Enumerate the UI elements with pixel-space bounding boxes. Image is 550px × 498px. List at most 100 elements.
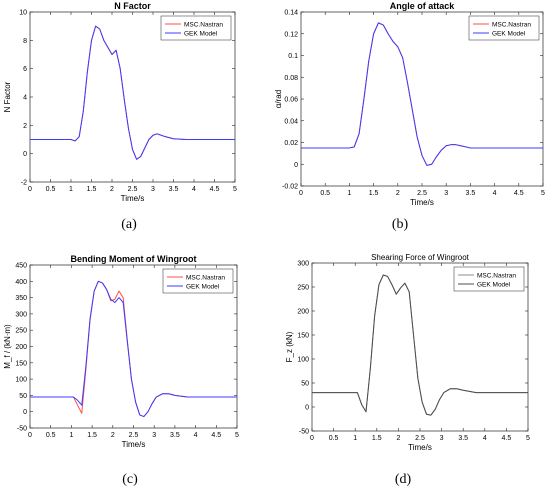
chart0-plot-frame [29,11,236,183]
chart3-legend-box [453,266,525,292]
chart2-ytick-label: 300 [15,311,27,318]
chart2-ylabel: M_f / (kN·m) [3,324,12,369]
chart0-ylabel: N Factor [3,81,12,112]
chart2-ytick-label: 350 [15,295,27,302]
chart3-xtick-label: 4 [483,435,487,442]
chart3-xtick-label: 2.5 [415,435,425,442]
chart1-ytick-label: 0.08 [284,75,298,82]
chart1-ytick-label: -0.02 [282,184,298,191]
chart2-title: Bending Moment of Wingroot [71,254,197,264]
chart3-xtick-label: 3 [440,435,444,442]
chart1-legend-label: GEK Model [492,31,526,38]
chart1-xtick-label: 0 [299,190,303,197]
chart3-xtick-label: 4.5 [502,435,512,442]
chart0-xtick-label: 0.5 [46,186,56,193]
chart2-legend-box [162,268,234,294]
chart0-xtick-label: 3 [151,186,155,193]
chart1-ylabel: α/rad [274,90,283,108]
chart1-xtick-label: 1.5 [369,190,379,197]
chart1-ytick-label: 0 [294,162,298,169]
chart3-ytick-label: -50 [299,429,309,436]
chart0-xtick-label: 4.5 [210,186,220,193]
chart2-xtick-label: 4.5 [211,432,221,439]
chart2-ytick-label: 50 [19,393,27,400]
chart0-ytick-label: 10 [19,10,27,17]
chart3-xtick-label: 5 [526,435,530,442]
chart1-xtick-label: 4 [493,190,497,197]
chart0-ytick-label: 4 [23,95,27,102]
chart3-xtick-label: 2 [396,435,400,442]
chart2-ytick-label: 450 [15,263,27,270]
chart1-series-gek-model-line [301,22,543,166]
chart2-ytick-label: 100 [15,377,27,384]
chart3-ytick-label: 250 [297,285,309,292]
chart2-xtick-label: 0 [28,432,32,439]
chart0-xlabel: Time/s [121,194,145,203]
chart1-xtick-label: 1 [347,190,351,197]
chart3-title: Shearing Force of Wingroot [371,253,470,262]
chart3-ylabel: F_z (kN) [285,331,294,362]
chart2-xtick-label: 4 [194,432,198,439]
chart2-ytick-label: -50 [17,426,27,433]
chart2-series-gek-model-line [30,280,237,418]
chart2-legend-label: MSC.Nastran [186,275,225,282]
panel-label-b: (b) [391,217,409,232]
chart2-xtick-label: 1 [69,432,73,439]
chart1-ytick-label: 0.02 [284,140,298,147]
chart3-xlabel: Time/s [408,443,432,452]
chart2-ytick-label: 150 [15,360,27,367]
chart2-xtick-label: 5 [235,432,239,439]
chart0-xtick-label: 4 [192,186,196,193]
chart0-xtick-label: 5 [233,186,237,193]
chart3-ytick-label: 0 [305,405,309,412]
panel-label-d: (d) [394,472,412,487]
chart1-ytick-label: 0.06 [284,97,298,104]
chart3-ytick-label: 50 [301,381,309,388]
chart3-xtick-label: 1 [353,435,357,442]
chart3-ytick-label: 200 [297,309,309,316]
chart1-xtick-label: 4.5 [514,190,524,197]
chart1-xtick-label: 2.5 [417,190,427,197]
chart2-xtick-label: 3.5 [170,432,180,439]
chart3-xtick-label: 0 [310,435,314,442]
chart2-xtick-label: 2.5 [129,432,139,439]
chart1-xtick-label: 0.5 [320,190,330,197]
chart3-series-gek-model-line [312,274,528,416]
chart0-ytick-label: 2 [23,123,27,130]
chart1-xtick-label: 5 [541,190,545,197]
panel-label-a: (a) [121,217,137,232]
chart1-xtick-label: 2 [396,190,400,197]
chart0-xtick-label: 2.5 [128,186,138,193]
chart2-ytick-label: 250 [15,328,27,335]
panel-label-c: (c) [122,472,138,487]
chart2-xtick-label: 3 [152,432,156,439]
chart0-xtick-label: 3.5 [169,186,179,193]
chart0-xtick-label: 1 [69,186,73,193]
chart1-xtick-label: 3.5 [466,190,476,197]
chart2-ytick-label: 200 [15,344,27,351]
chart2-ytick-label: 0 [23,409,27,416]
chart0-legend-label: GEK Model [184,31,218,38]
chart0-ytick-label: 8 [23,38,27,45]
chart1-xtick-label: 3 [444,190,448,197]
chart3-ytick-label: 300 [297,261,309,268]
chart1-ytick-label: 0.14 [284,10,298,17]
chart3-xtick-label: 1.5 [372,435,382,442]
chart2-legend-label: GEK Model [186,284,220,291]
chart2-ytick-label: 400 [15,279,27,286]
chart0-xtick-label: 2 [110,186,114,193]
chart0-series-gek-model-line [30,25,235,160]
chart0-title: N Factor [114,1,151,11]
chart0-legend-box [160,15,232,41]
chart3-ytick-label: 100 [297,357,309,364]
chart3-xtick-label: 3.5 [458,435,468,442]
chart0-ytick-label: 0 [23,151,27,158]
chart0-legend-label: MSC.Nastran [184,22,223,29]
chart1-title: Angle of attack [390,1,456,11]
chart3-legend-label: GEK Model [477,282,511,289]
chart3-ytick-label: 150 [297,333,309,340]
chart1-ytick-label: 0.12 [284,31,298,38]
chart0-ytick-label: 6 [23,66,27,73]
chart2-xtick-label: 2 [111,432,115,439]
